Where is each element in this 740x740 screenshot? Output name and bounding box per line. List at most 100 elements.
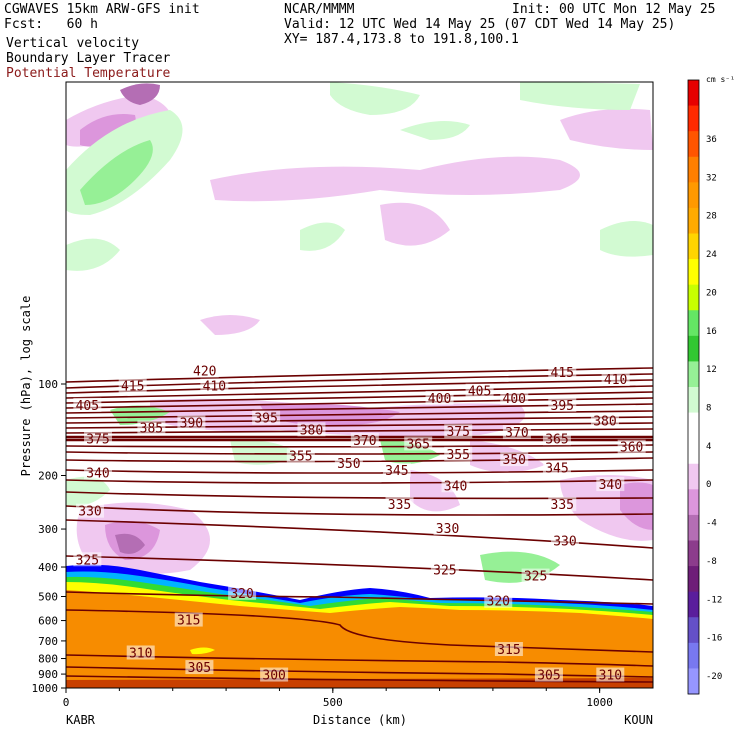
contour-label: 315 (497, 643, 520, 658)
contour-label-bg (548, 397, 577, 412)
contour-label: 325 (524, 570, 547, 585)
colorbar-swatch (688, 207, 699, 234)
y-tick-label: 100 (38, 378, 58, 391)
init-time: Init: 00 UTC Mon 12 May 25 (512, 2, 716, 17)
right-endpoint-label: KOUN (624, 713, 653, 727)
contour-label-bg (441, 478, 470, 493)
contour-label: 375 (446, 425, 469, 440)
contour-label: 350 (337, 457, 360, 472)
contour-label: 405 (76, 399, 99, 414)
colorbar-tick-label: -8 (706, 557, 717, 567)
contour-label-bg (76, 503, 105, 518)
contour-label-bg (84, 465, 113, 480)
colorbar-swatch (688, 514, 699, 541)
contour-label-bg (500, 452, 529, 467)
contour-label: 320 (230, 587, 253, 602)
contour-label-bg (550, 533, 579, 548)
contour-label: 370 (505, 426, 528, 441)
contour-label: 365 (545, 432, 568, 447)
contour-label: 320 (487, 595, 510, 610)
colorbar-tick-label: 4 (706, 442, 711, 452)
x-tick-label: 500 (323, 696, 343, 709)
contour-label-bg (190, 363, 219, 378)
contour-label-bg (534, 667, 563, 682)
colorbar-tick-label: 20 (706, 288, 717, 298)
contour-label: 340 (599, 478, 622, 493)
plot-frame (65, 81, 654, 689)
colorbar-frame (687, 79, 700, 695)
field-boundary-layer-tracer: Boundary Layer Tracer (6, 51, 171, 66)
contour-label-bg (334, 455, 363, 470)
contour-label: 390 (180, 417, 203, 432)
y-tick-label: 700 (38, 635, 58, 648)
forecast-hour: Fcst: 60 h (4, 17, 98, 32)
colorbar-swatch (688, 642, 699, 669)
contour-label: 340 (444, 479, 467, 494)
contour-label: 330 (78, 505, 101, 520)
colorbar-swatch (688, 438, 699, 465)
colorbar-tick-label: 8 (706, 404, 711, 414)
contour-label-bg (425, 390, 454, 405)
colorbar-tick-label: 28 (706, 212, 717, 222)
colorbar-tick-label: -20 (706, 672, 722, 682)
y-tick-label: 800 (38, 653, 58, 666)
contour-label: 305 (188, 661, 211, 676)
contour-label-bg (382, 462, 411, 477)
contour-label: 360 (620, 441, 643, 456)
contour-label-bg (286, 448, 315, 463)
contour-label-bg (200, 378, 229, 393)
colorbar-swatch (688, 182, 699, 209)
contour-label-bg (494, 642, 523, 657)
contour-label-bg (444, 446, 473, 461)
contour-label-bg (385, 496, 414, 511)
contour-label-bg (596, 477, 625, 492)
contour-label-bg (502, 425, 531, 440)
colorbar-tick-label: -4 (706, 519, 717, 529)
contour-label-bg (617, 439, 646, 454)
colorbar-swatch (688, 105, 699, 132)
contour-label-bg (433, 521, 462, 536)
contour-label: 335 (388, 498, 411, 513)
colorbar-swatch (688, 361, 699, 388)
colorbar-units: cm s⁻¹ (706, 75, 735, 84)
colorbar-swatch (688, 489, 699, 516)
colorbar-swatch (688, 233, 699, 260)
x-tick-label: 0 (63, 696, 70, 709)
contour-label: 325 (433, 563, 456, 578)
colorbar-tick-label: 36 (706, 135, 717, 145)
theta-contour-labels: 420 415 410 415 410 405 400 405 400 395 395 385 390 3… (73, 363, 646, 684)
contour-label-bg (73, 397, 102, 412)
y-axis-label: Pressure (hPa), log scale (19, 296, 33, 477)
contour-label: 385 (140, 421, 163, 436)
colorbar-swatch (688, 566, 699, 593)
colorbar-swatch (688, 131, 699, 158)
colorbar-swatch (688, 387, 699, 414)
contour-label-bg (185, 660, 214, 675)
contour-label-bg (590, 413, 619, 428)
field-potential-temperature: Potential Temperature (6, 66, 171, 81)
y-tick-label: 200 (38, 470, 58, 483)
contour-label: 395 (254, 412, 277, 427)
contour-label-bg (430, 562, 459, 577)
contour-label: 335 (551, 498, 574, 513)
colorbar-tick-label: -12 (706, 595, 722, 605)
contour-label-bg (500, 390, 529, 405)
contour-label: 375 (86, 432, 109, 447)
contour-label-bg (548, 364, 577, 379)
colorbar-tick-label: -16 (706, 634, 722, 644)
contour-label: 410 (604, 373, 627, 388)
left-endpoint-label: KABR (66, 713, 96, 727)
contour-label: 380 (593, 415, 616, 430)
colorbar-swatch (688, 310, 699, 337)
y-tick-label: 300 (38, 523, 58, 536)
contour-label: 310 (599, 669, 622, 684)
contour-label-bg (84, 431, 113, 446)
contour-label: 380 (300, 423, 323, 438)
contour-label: 400 (503, 392, 526, 407)
contour-label: 355 (446, 448, 469, 463)
contour-label: 415 (121, 380, 144, 395)
contour-label: 410 (203, 380, 226, 395)
y-tick-label: 600 (38, 615, 58, 628)
contour-label: 340 (86, 467, 109, 482)
